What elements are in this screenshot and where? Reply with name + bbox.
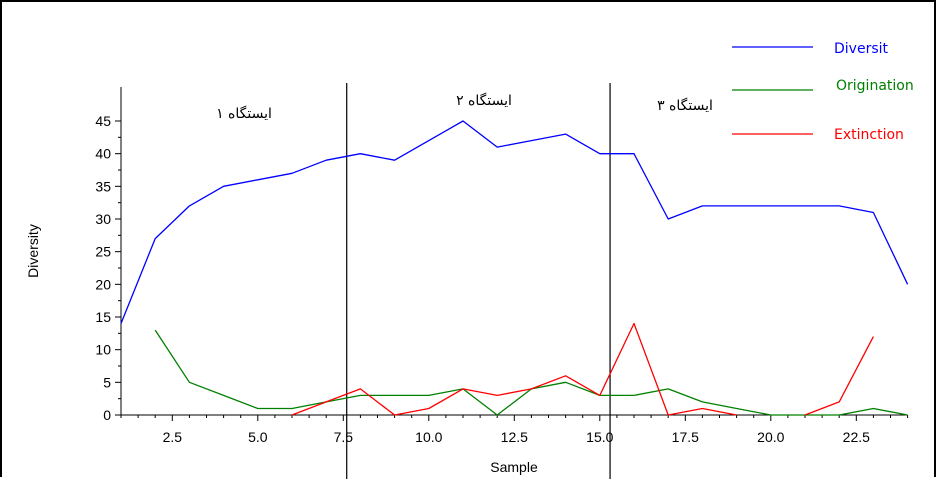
y-tick-label: 30: [95, 211, 111, 227]
y-tick-label: 0: [103, 407, 111, 423]
x-tick-label: 12.5: [501, 429, 528, 445]
x-tick-label: 15.0: [586, 429, 613, 445]
legend-label-diversit: Diversit: [834, 41, 889, 57]
y-tick-label: 40: [95, 146, 111, 162]
y-tick-label: 15: [95, 309, 111, 325]
series-line-extinction: [291, 322, 737, 416]
x-tick-label: 5.0: [248, 429, 268, 445]
y-axis-title: Diversity: [25, 224, 41, 278]
station-label-2: ایستگاه ۲: [456, 92, 512, 109]
y-tick-label: 45: [95, 113, 111, 129]
legend-label-extinction: Extinction: [834, 127, 904, 143]
y-tick-label: 5: [103, 374, 111, 390]
y-tick-label: 25: [95, 244, 111, 260]
x-tick-label: 22.5: [843, 429, 870, 445]
x-tick-label: 20.0: [757, 429, 784, 445]
y-tick-label: 10: [95, 342, 111, 358]
x-tick-label: 17.5: [672, 429, 699, 445]
series-line-extinction: [804, 336, 874, 416]
x-axis-title: Sample: [490, 459, 538, 475]
station-label-1: ایستگاه ۱: [216, 105, 272, 122]
x-tick-label: 10.0: [415, 429, 442, 445]
y-tick-label: 20: [95, 276, 111, 292]
x-tick-label: 7.5: [334, 429, 354, 445]
series-line-origination: [154, 329, 908, 416]
series-line-diversit: [120, 120, 909, 324]
x-tick-label: 2.5: [163, 429, 183, 445]
y-tick-label: 35: [95, 178, 111, 194]
station-label-3: ایستگاه ۳: [657, 97, 713, 114]
legend-label-origination: Origination: [836, 78, 914, 94]
